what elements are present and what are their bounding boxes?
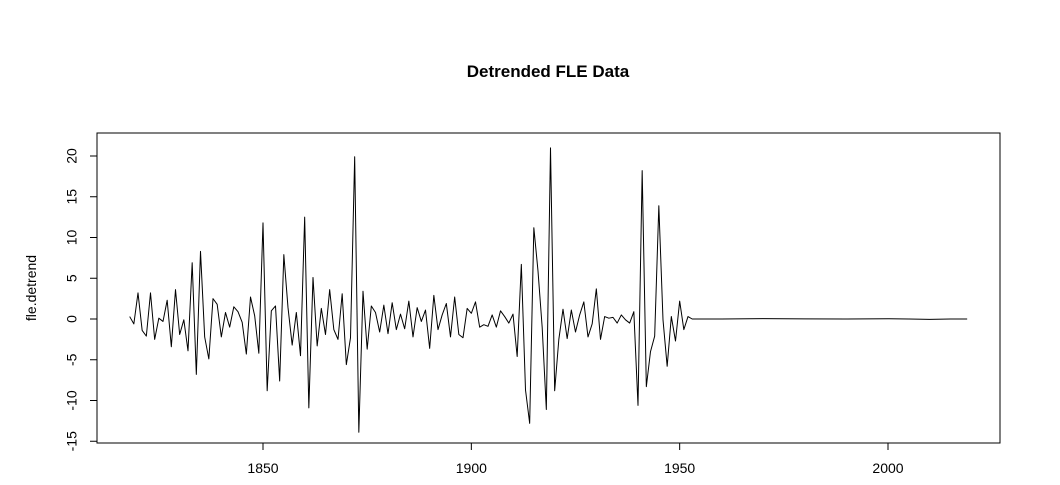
x-tick-label: 2000 [872,460,903,476]
y-axis-label: fle.detrend [23,255,39,321]
y-tick-label: -5 [64,353,80,366]
y-axis: -15 -10 -5 0 5 10 15 20 [64,148,97,451]
x-axis: 1850 1900 1950 2000 [247,443,903,476]
x-tick-label: 1900 [456,460,487,476]
y-tick-label: -15 [64,431,80,451]
x-tick-label: 1850 [247,460,278,476]
y-tick-label: 0 [64,315,80,323]
y-tick-label: 15 [64,189,80,205]
series-line [130,148,968,432]
y-tick-label: 10 [64,230,80,246]
x-tick-label: 1950 [664,460,695,476]
y-tick-label: 20 [64,148,80,164]
y-tick-label: -10 [64,390,80,410]
y-tick-label: 5 [64,274,80,282]
chart-title: Detrended FLE Data [467,62,630,81]
series-layer [130,148,968,432]
